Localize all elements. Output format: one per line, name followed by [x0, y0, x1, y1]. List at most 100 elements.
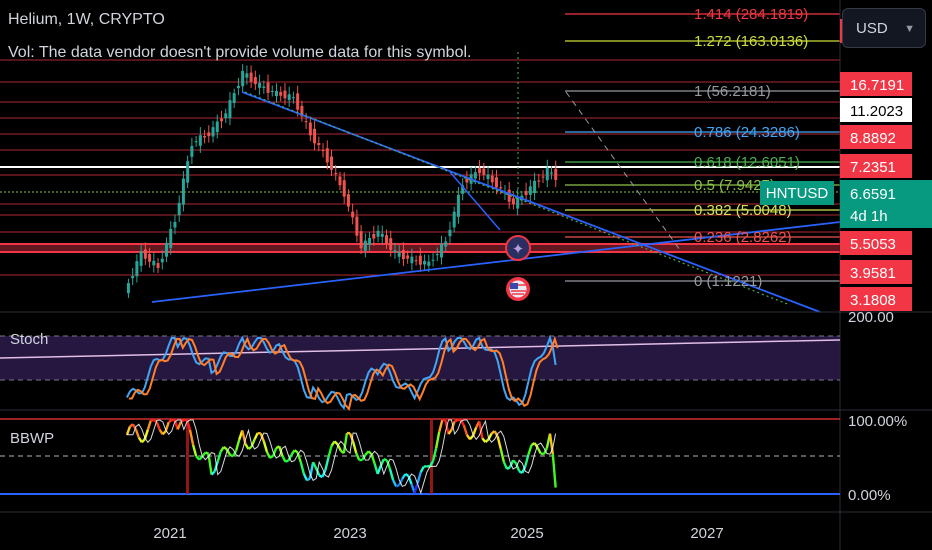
candle-body [486, 174, 490, 180]
bbwp-segment [176, 421, 182, 430]
bbwp-segment [521, 465, 527, 474]
candle-body [308, 122, 312, 136]
candle-body [376, 230, 380, 237]
candle-body [456, 194, 460, 217]
last-price: 6.6591 [850, 186, 896, 203]
bbwp-segment [493, 430, 499, 438]
candle-body [528, 186, 532, 195]
volume-note: Vol: The data vendor doesn't provide vol… [8, 44, 472, 61]
candle-body [440, 243, 443, 258]
candle-body [397, 252, 401, 257]
bbwp-segment [506, 466, 511, 471]
candle-body [550, 172, 553, 174]
bbwp-segment [469, 434, 474, 441]
candle-body [372, 233, 376, 239]
candle-body [258, 82, 262, 88]
candle-body [304, 121, 308, 123]
price-tag: 16.7191 [850, 77, 904, 94]
bbwp-segment [281, 455, 287, 463]
bbwp-segment [333, 440, 339, 446]
price-tag-bg [840, 154, 912, 178]
bbwp-segment [259, 433, 265, 442]
bbwp-segment [398, 478, 404, 486]
candle-body [207, 132, 211, 137]
candle-body [393, 250, 397, 252]
price-tag: 3.1808 [850, 292, 896, 309]
candle-body [338, 176, 342, 186]
price-tag: 7.2351 [850, 159, 896, 176]
candle-body [317, 143, 321, 146]
bbwp-segment [502, 461, 509, 470]
candle-body [300, 105, 304, 117]
candle-body [516, 196, 520, 209]
bbwp-segment [471, 427, 478, 437]
bbwp-segment [299, 461, 306, 475]
bbwp-segment [327, 445, 333, 458]
price-tag-bg [840, 125, 912, 149]
bbwp-label[interactable]: BBWP [10, 430, 55, 447]
bbwp-segment [210, 470, 216, 476]
candle-body [156, 263, 160, 268]
candle-body [186, 161, 190, 183]
bbwp-segment [269, 455, 274, 459]
candle-body [423, 260, 427, 265]
bbwp-segment [140, 438, 146, 444]
candle-body [220, 118, 223, 122]
bbwp-segment [188, 429, 195, 446]
bbwp-segment [198, 455, 204, 461]
candle-body [165, 242, 168, 257]
bbwp-segment [370, 453, 376, 464]
candle-body [346, 194, 350, 207]
stoch-scale-label: 200.00 [848, 309, 894, 326]
crypto-event-icon[interactable]: ✦ [505, 235, 531, 261]
candle-body [203, 136, 207, 138]
candle-body [448, 229, 452, 237]
candle-body [287, 94, 291, 101]
candle-body [325, 148, 329, 163]
bbwp-segment [512, 459, 517, 465]
us-flag-event-icon[interactable] [506, 277, 530, 301]
bbwp-segment [416, 471, 422, 484]
candle-body [473, 172, 477, 179]
bbwp-segment [164, 421, 170, 432]
candle-body [148, 254, 152, 262]
bbwp-segment [232, 449, 238, 457]
candle-body [482, 168, 486, 175]
candle-body [342, 180, 346, 197]
bbwp-segment [428, 460, 435, 467]
bbwp-segment [262, 441, 269, 453]
bbwp-segment [385, 459, 392, 470]
currency-button[interactable]: USD ▼ [842, 8, 926, 48]
price-tag: 8.8892 [850, 130, 896, 147]
bbwp-segment [499, 448, 506, 463]
fib-label: 0.382 (5.0048) [694, 202, 792, 219]
fib-label: 0.236 (2.8262) [694, 229, 792, 246]
bbwp-segment [431, 447, 438, 462]
bbwp-segment [155, 421, 161, 431]
stoch-label[interactable]: Stoch [10, 331, 49, 348]
fib-label: 0.786 (24.3286) [694, 124, 800, 141]
candle-body [406, 255, 410, 259]
bbwp-segment [351, 441, 358, 454]
bbwp-segment [321, 469, 327, 478]
bbwp-segment [454, 418, 459, 423]
bbwp-scale-bottom: 0.00% [848, 487, 891, 504]
x-tick: 2027 [690, 525, 723, 542]
bbwp-segment [302, 473, 309, 481]
bbwp-segment [527, 444, 533, 455]
x-tick: 2023 [333, 525, 366, 542]
fib-label: 0.5 (7.9427) [694, 177, 775, 194]
bbwp-segment [229, 453, 234, 458]
bbwp-segment [551, 453, 557, 488]
bbwp-segment [284, 459, 289, 463]
candle-body [296, 93, 300, 110]
bbwp-segment [168, 419, 173, 424]
candle-body [351, 211, 355, 218]
candle-body [541, 176, 545, 178]
candle-body [490, 175, 494, 183]
candle-body [131, 276, 135, 279]
bbwp-segment [125, 426, 132, 436]
bbwp-segment [548, 433, 555, 455]
candle-body [359, 231, 363, 249]
